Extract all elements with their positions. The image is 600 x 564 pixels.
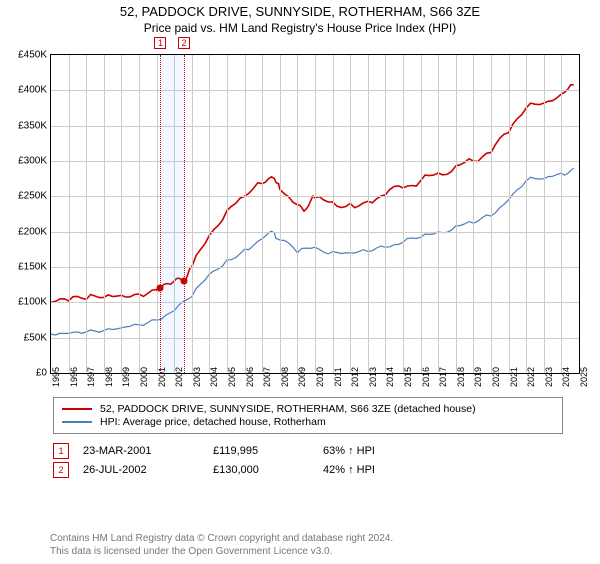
- series-line: [51, 85, 574, 303]
- y-tick-label: £350K: [18, 120, 47, 131]
- x-tick-label: 2008: [280, 367, 290, 387]
- x-tick-label: 2017: [438, 367, 448, 387]
- x-tick-label: 2011: [333, 367, 343, 386]
- x-tick-label: 2012: [350, 367, 360, 387]
- x-tick-label: 2013: [368, 367, 378, 387]
- y-tick-label: £300K: [18, 156, 47, 167]
- history-row: 2 26-JUL-2002£130,00042% ↑ HPI: [53, 462, 375, 478]
- x-tick-label: 2019: [473, 367, 483, 387]
- x-tick-label: 2010: [315, 367, 325, 387]
- legend-label: HPI: Average price, detached house, Roth…: [100, 416, 326, 428]
- y-tick-label: £150K: [18, 262, 47, 273]
- legend-swatch: [62, 421, 92, 423]
- sale-marker-point: [157, 285, 164, 292]
- x-tick-label: 2007: [262, 367, 272, 387]
- legend-item: HPI: Average price, detached house, Roth…: [62, 416, 554, 428]
- footer-attribution: Contains HM Land Registry data © Crown c…: [50, 532, 393, 558]
- series-line: [51, 168, 574, 335]
- footer-line-1: Contains HM Land Registry data © Crown c…: [50, 532, 393, 545]
- history-marker-box: 1: [53, 443, 69, 459]
- chart-plot-area: £0£50K£100K£150K£200K£250K£300K£350K£400…: [50, 54, 580, 374]
- footer-line-2: This data is licensed under the Open Gov…: [50, 545, 393, 558]
- history-hpi-relation: 63% ↑ HPI: [323, 445, 375, 457]
- x-tick-label: 2020: [491, 367, 501, 387]
- sale-marker-point: [181, 278, 188, 285]
- x-tick-label: 2009: [297, 367, 307, 387]
- history-date: 23-MAR-2001: [83, 445, 213, 457]
- legend-label: 52, PADDOCK DRIVE, SUNNYSIDE, ROTHERHAM,…: [100, 403, 476, 415]
- y-tick-label: £250K: [18, 191, 47, 202]
- sale-marker-tag: 2: [178, 37, 190, 49]
- x-tick-label: 2021: [509, 367, 519, 387]
- legend-box: 52, PADDOCK DRIVE, SUNNYSIDE, ROTHERHAM,…: [53, 397, 563, 434]
- legend-swatch: [62, 408, 92, 410]
- x-tick-label: 2023: [544, 367, 554, 387]
- x-tick-label: 1998: [104, 367, 114, 387]
- y-tick-label: £100K: [18, 297, 47, 308]
- sale-marker-tag: 1: [154, 37, 166, 49]
- chart-subtitle: Price paid vs. HM Land Registry's House …: [0, 21, 600, 35]
- x-tick-label: 2015: [403, 367, 413, 387]
- y-tick-label: £50K: [24, 332, 47, 343]
- y-tick-label: £400K: [18, 85, 47, 96]
- y-tick-label: £0: [36, 368, 47, 379]
- x-tick-label: 2014: [385, 367, 395, 387]
- x-tick-label: 1999: [121, 367, 131, 387]
- x-tick-label: 2000: [139, 367, 149, 387]
- history-date: 26-JUL-2002: [83, 464, 213, 476]
- x-tick-label: 1995: [51, 367, 61, 387]
- y-tick-label: £450K: [18, 50, 47, 61]
- x-tick-label: 2022: [526, 367, 536, 387]
- x-tick-label: 2006: [245, 367, 255, 387]
- legend-item: 52, PADDOCK DRIVE, SUNNYSIDE, ROTHERHAM,…: [62, 403, 554, 415]
- history-price: £130,000: [213, 464, 323, 476]
- history-hpi-relation: 42% ↑ HPI: [323, 464, 375, 476]
- x-tick-label: 2025: [579, 367, 589, 387]
- x-tick-label: 2016: [421, 367, 431, 387]
- history-price: £119,995: [213, 445, 323, 457]
- x-tick-label: 1997: [86, 367, 96, 387]
- x-tick-label: 1996: [69, 367, 79, 387]
- history-marker-box: 2: [53, 462, 69, 478]
- sale-history: 1 23-MAR-2001£119,99563% ↑ HPI 2 26-JUL-200…: [53, 440, 375, 481]
- x-tick-label: 2018: [456, 367, 466, 387]
- chart-title: 52, PADDOCK DRIVE, SUNNYSIDE, ROTHERHAM,…: [0, 4, 600, 21]
- history-row: 1 23-MAR-2001£119,99563% ↑ HPI: [53, 443, 375, 459]
- x-tick-label: 2003: [192, 367, 202, 387]
- y-tick-label: £200K: [18, 226, 47, 237]
- x-tick-label: 2004: [209, 367, 219, 387]
- x-tick-label: 2005: [227, 367, 237, 387]
- x-tick-label: 2024: [561, 367, 571, 387]
